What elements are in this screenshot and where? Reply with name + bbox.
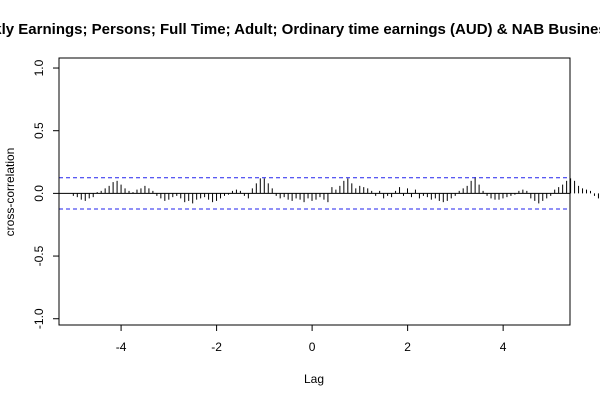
y-tick-label: -0.5 xyxy=(32,245,46,266)
y-tick-label: 1.0 xyxy=(32,59,46,76)
y-tick-label: 0.5 xyxy=(32,122,46,139)
x-tick-label: -4 xyxy=(116,340,127,354)
x-axis-label: Lag xyxy=(304,372,324,386)
x-tick-label: -2 xyxy=(211,340,222,354)
x-tick-label: 2 xyxy=(404,340,411,354)
y-axis: -1.0 -0.5 0.0 0.5 1.0 xyxy=(32,59,60,329)
x-axis: -4 -2 0 2 4 xyxy=(116,324,507,354)
chart-title: ekly Earnings; Persons; Full Time; Adult… xyxy=(0,21,600,38)
x-tick-label: 0 xyxy=(309,340,316,354)
ccf-bars xyxy=(72,177,599,204)
y-tick-label: 0.0 xyxy=(32,185,46,202)
y-tick-label: -1.0 xyxy=(32,308,46,329)
x-tick-label: 4 xyxy=(500,340,507,354)
y-axis-label: cross-correlation xyxy=(3,148,17,237)
plot-frame xyxy=(58,57,571,326)
